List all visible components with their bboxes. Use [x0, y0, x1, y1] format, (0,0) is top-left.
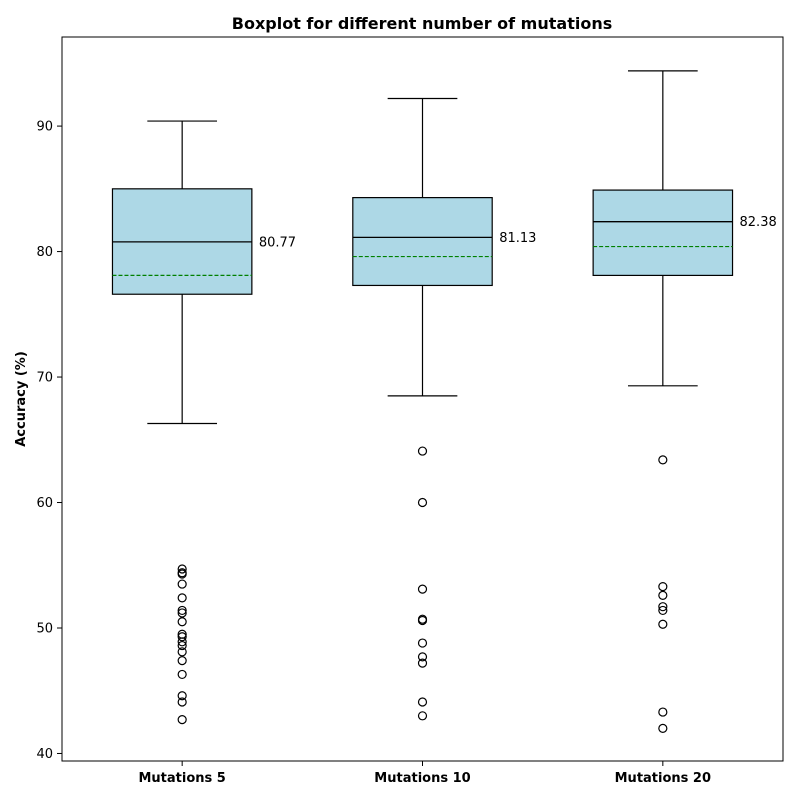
outlier-point — [417, 638, 428, 648]
median-label: 82.38 — [740, 215, 777, 230]
box — [352, 197, 493, 287]
y-tick-label: 90 — [36, 120, 53, 135]
outlier-point — [658, 590, 668, 600]
outlier-point — [177, 637, 187, 647]
median-label: 81.13 — [499, 231, 536, 246]
outlier-point — [417, 446, 428, 456]
outlier-point — [177, 564, 187, 574]
outlier-point — [177, 569, 187, 579]
outlier-point — [417, 658, 428, 668]
plot-area: 40 50 60 70 80 90 Mutations 5 80.77 Mutations 10… — [36, 36, 784, 786]
outlier-point — [177, 579, 187, 589]
y-axis-label: Accuracy (%) — [14, 351, 29, 447]
y-tick-label: 50 — [36, 621, 53, 636]
outlier-point — [177, 647, 187, 657]
outlier-point — [417, 652, 428, 662]
outlier-point — [658, 723, 668, 733]
outlier-point — [177, 593, 187, 603]
outlier-point — [177, 714, 187, 725]
y-tick-label: 70 — [36, 371, 53, 386]
box — [592, 189, 734, 277]
outlier-point — [177, 605, 187, 616]
x-tick-label: Mutations 5 — [138, 771, 225, 786]
outlier-point — [177, 617, 187, 627]
x-tick-label: Mutations 20 — [615, 771, 711, 786]
y-tick-label: 40 — [36, 747, 53, 762]
x-tick-label: Mutations 10 — [374, 771, 470, 786]
outlier-point — [177, 669, 187, 680]
y-tick-label: 80 — [36, 245, 53, 260]
outlier-point — [177, 691, 187, 701]
outlier-point — [417, 697, 428, 707]
outlier-point — [658, 455, 668, 465]
chart-title: Boxplot for different number of mutation… — [232, 14, 612, 33]
outlier-point — [417, 711, 428, 721]
outlier-point — [177, 656, 187, 666]
outlier-point — [177, 697, 187, 707]
outlier-point — [417, 615, 428, 626]
median-label: 80.77 — [259, 235, 296, 250]
outlier-point — [658, 581, 668, 592]
outlier-point — [417, 584, 428, 594]
outlier-point — [177, 640, 187, 651]
outlier-point — [658, 602, 668, 612]
outlier-point — [417, 497, 428, 508]
outlier-point — [658, 707, 668, 717]
outlier-point — [177, 608, 187, 618]
outlier-point — [658, 619, 668, 629]
y-tick-label: 60 — [36, 496, 53, 511]
outlier-point — [177, 632, 187, 642]
outlier-point — [658, 605, 668, 616]
